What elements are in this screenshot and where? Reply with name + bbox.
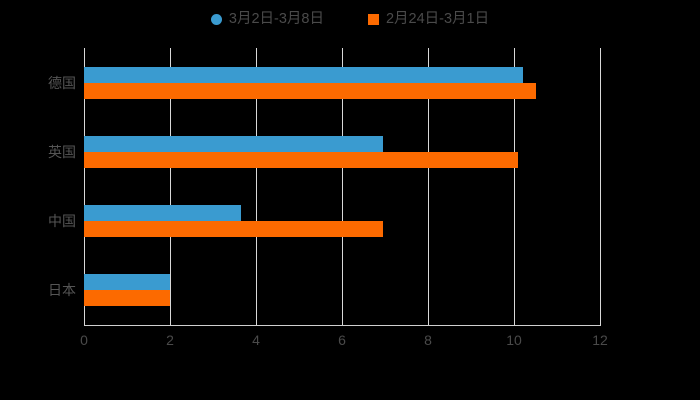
gridline-x-12 bbox=[600, 48, 601, 325]
bar-group-1 bbox=[84, 66, 600, 99]
bar-series-1-category-2[interactable] bbox=[84, 135, 383, 152]
gridline-x-4 bbox=[256, 48, 257, 325]
plot-area bbox=[84, 48, 601, 325]
legend-label-series-2: 2月24日-3月1日 bbox=[385, 10, 490, 27]
bar-series-1-category-3[interactable] bbox=[84, 205, 241, 222]
bar-series-2-category-2[interactable] bbox=[84, 151, 519, 168]
bar-series-1-category-4[interactable] bbox=[84, 274, 170, 291]
x-tick-label-10: 10 bbox=[506, 332, 522, 348]
category-label-4: 日本 bbox=[48, 282, 76, 299]
bar-group-3 bbox=[84, 205, 600, 238]
legend-label-series-1: 3月2日-3月8日 bbox=[228, 10, 324, 27]
gridline-x-0 bbox=[84, 48, 85, 325]
bar-series-2-category-4[interactable] bbox=[84, 290, 170, 307]
gridline-x-10 bbox=[514, 48, 515, 325]
x-tick-label-6: 6 bbox=[338, 332, 346, 348]
bar-group-4 bbox=[84, 274, 600, 307]
bar-group-2 bbox=[84, 135, 600, 168]
legend-item-series-1[interactable]: 3月2日-3月8日 bbox=[210, 7, 324, 31]
x-tick-label-4: 4 bbox=[252, 332, 260, 348]
bar-series-1-category-1[interactable] bbox=[84, 66, 523, 83]
category-label-2: 英国 bbox=[48, 143, 76, 160]
gridline-x-8 bbox=[428, 48, 429, 325]
legend-square-orange-icon bbox=[367, 13, 379, 25]
legend-dot-blue-icon bbox=[210, 13, 222, 25]
x-tick-label-12: 12 bbox=[592, 332, 608, 348]
bar-series-2-category-1[interactable] bbox=[84, 82, 536, 99]
legend-item-series-2[interactable]: 2月24日-3月1日 bbox=[367, 7, 490, 31]
bar-series-2-category-3[interactable] bbox=[84, 221, 383, 238]
category-label-3: 中国 bbox=[48, 213, 76, 230]
x-tick-label-2: 2 bbox=[166, 332, 174, 348]
x-tick-label-8: 8 bbox=[424, 332, 432, 348]
gridline-x-2 bbox=[170, 48, 171, 325]
gridline-x-6 bbox=[342, 48, 343, 325]
x-tick-label-0: 0 bbox=[80, 332, 88, 348]
chart-legend: 3月2日-3月8日 2月24日-3月1日 bbox=[0, 7, 700, 31]
x-axis-line bbox=[84, 325, 601, 326]
category-label-1: 德国 bbox=[48, 74, 76, 91]
